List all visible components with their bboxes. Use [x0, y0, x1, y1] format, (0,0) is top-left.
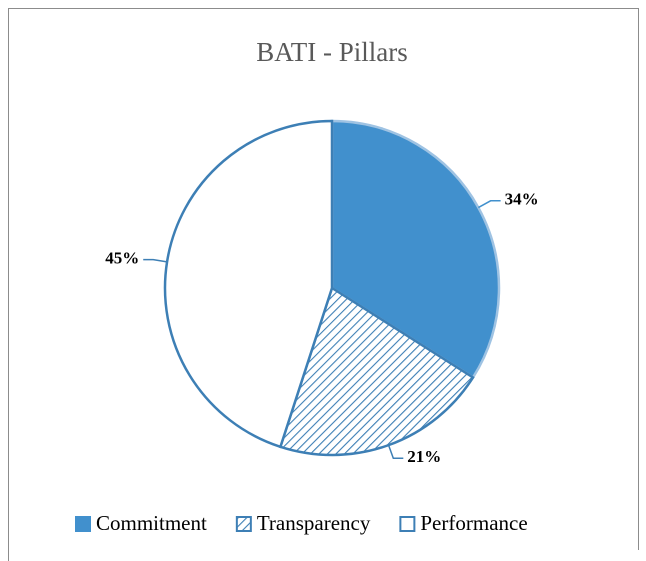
legend-swatch: [75, 516, 91, 532]
data-label: 34%: [505, 190, 539, 209]
legend-label: Commitment: [96, 511, 207, 535]
chart-title: BATI - Pillars: [256, 37, 408, 67]
data-label: 21%: [407, 447, 441, 466]
leader-line: [477, 200, 501, 209]
leader-line: [387, 444, 404, 460]
legend-label: Transparency: [257, 511, 371, 535]
legend-swatch: [399, 516, 416, 532]
legend: Commitment Transparency Performance: [75, 511, 528, 535]
data-label: 45%: [105, 249, 139, 268]
pie: 34% 21% 45%: [105, 119, 539, 466]
chart-frame: [8, 8, 639, 561]
legend-label: Performance: [420, 511, 527, 535]
legend-swatch: [235, 516, 252, 532]
pie-slice: [278, 286, 475, 457]
leader-line: [143, 258, 168, 263]
pie-slice: [163, 119, 334, 449]
